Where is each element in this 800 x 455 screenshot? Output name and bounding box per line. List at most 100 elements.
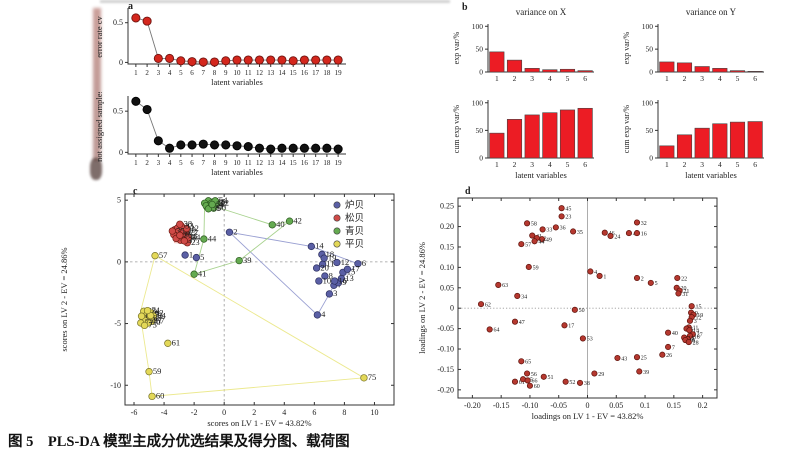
svg-text:-0.05: -0.05 xyxy=(437,324,454,333)
svg-text:24: 24 xyxy=(614,234,620,240)
data-point xyxy=(675,290,682,297)
svg-text:-2: -2 xyxy=(191,408,198,417)
svg-text:0.05: 0.05 xyxy=(440,283,454,292)
svg-text:66: 66 xyxy=(531,379,537,385)
svg-text:0.10: 0.10 xyxy=(440,263,454,272)
d-loadings-plot-svg: 4523583633354142494457596334624764501753… xyxy=(417,197,718,421)
svg-text:12: 12 xyxy=(341,257,350,267)
data-point xyxy=(198,57,208,67)
data-point xyxy=(209,140,220,150)
data-point xyxy=(243,142,253,152)
svg-text:2: 2 xyxy=(145,159,149,167)
data-point xyxy=(360,374,368,382)
data-point xyxy=(221,140,231,150)
svg-text:15: 15 xyxy=(347,267,356,277)
variance-x-exp-chart: 0 50 100 1 2 3 4 5 6 variance on X exp var/% xyxy=(448,2,600,95)
svg-text:52: 52 xyxy=(569,380,575,386)
data-point xyxy=(299,143,309,153)
svg-text:50: 50 xyxy=(476,45,484,54)
svg-text:4: 4 xyxy=(168,159,172,167)
svg-text:3: 3 xyxy=(333,288,337,298)
data-point xyxy=(320,254,328,262)
bar xyxy=(524,68,540,73)
svg-text:4: 4 xyxy=(548,160,552,169)
svg-text:0: 0 xyxy=(119,58,123,67)
svg-text:10: 10 xyxy=(234,159,242,167)
data-point xyxy=(148,392,156,401)
svg-text:15: 15 xyxy=(695,304,701,310)
svg-text:17: 17 xyxy=(568,324,574,330)
svg-text:73: 73 xyxy=(148,320,157,330)
svg-text:10: 10 xyxy=(370,408,378,417)
bar xyxy=(542,112,558,159)
data-point xyxy=(333,258,341,267)
svg-text:10: 10 xyxy=(323,275,332,285)
data-point xyxy=(647,279,654,286)
svg-text:13: 13 xyxy=(267,69,275,77)
svg-text:40: 40 xyxy=(276,219,285,229)
variance-y-cum-chart: 0 50 100 1 2 3 4 5 6 cum exp var/% latent variable… xyxy=(618,92,770,189)
svg-text:0: 0 xyxy=(649,68,653,77)
data-point xyxy=(312,264,321,272)
bar xyxy=(694,127,710,159)
svg-text:60: 60 xyxy=(534,384,540,390)
axes xyxy=(127,96,346,155)
svg-text:3: 3 xyxy=(694,319,697,325)
data-point xyxy=(315,277,323,285)
svg-text:34: 34 xyxy=(521,294,527,300)
plot-box xyxy=(124,193,395,406)
data-point xyxy=(511,378,519,385)
svg-text:58: 58 xyxy=(531,222,537,228)
svg-text:2: 2 xyxy=(252,408,256,417)
loadings-scatter-chart: 4523583633354142494457596334624764501753… xyxy=(415,185,745,440)
data-point xyxy=(524,377,531,384)
bar xyxy=(729,121,746,159)
data-point xyxy=(633,219,641,226)
data-point xyxy=(192,253,201,262)
svg-text:1: 1 xyxy=(603,274,606,280)
data-point xyxy=(322,143,332,153)
svg-text:6: 6 xyxy=(362,258,366,268)
svg-text:41: 41 xyxy=(198,269,207,279)
svg-text:4: 4 xyxy=(594,270,597,276)
data-point xyxy=(526,382,533,389)
svg-text:70: 70 xyxy=(152,317,161,327)
svg-text:scores on LV 2 - EV = 24.86%: scores on LV 2 - EV = 24.86% xyxy=(59,247,69,351)
svg-text:15: 15 xyxy=(290,159,298,167)
svg-text:12: 12 xyxy=(256,159,264,167)
svg-text:5: 5 xyxy=(200,252,204,262)
svg-text:2: 2 xyxy=(641,276,644,282)
svg-text:6: 6 xyxy=(190,69,194,77)
data-point xyxy=(525,263,532,271)
svg-text:-0.15: -0.15 xyxy=(493,401,510,410)
b-variance-y-cum-svg: 0 50 100 1 2 3 4 5 6 cum exp var/% latent variable… xyxy=(622,98,764,180)
svg-text:53: 53 xyxy=(587,337,593,343)
data-point xyxy=(180,237,189,245)
svg-text:21: 21 xyxy=(683,289,689,295)
svg-text:8: 8 xyxy=(329,270,333,280)
data-point xyxy=(686,317,693,324)
svg-text:37: 37 xyxy=(188,235,197,245)
svg-text:cum exp var/%: cum exp var/% xyxy=(452,104,461,153)
svg-text:-0.20: -0.20 xyxy=(464,401,481,410)
data-point xyxy=(225,228,234,236)
data-point xyxy=(674,274,681,282)
svg-text:18: 18 xyxy=(323,159,331,167)
svg-text:0.5: 0.5 xyxy=(113,107,123,116)
svg-text:13: 13 xyxy=(688,336,694,342)
variance-y-exp-chart: 0 50 100 1 2 3 4 5 6 variance on Y exp var/% xyxy=(618,2,770,95)
bar xyxy=(747,71,763,73)
data-point xyxy=(145,368,153,376)
svg-text:100: 100 xyxy=(472,98,484,107)
svg-text:5: 5 xyxy=(179,159,183,167)
svg-text:65: 65 xyxy=(525,360,531,366)
svg-text:0.05: 0.05 xyxy=(609,401,623,410)
svg-text:4: 4 xyxy=(321,309,326,319)
svg-text:-5: -5 xyxy=(114,319,121,328)
svg-text:17: 17 xyxy=(312,159,320,167)
svg-text:28: 28 xyxy=(693,340,699,346)
b-variance-x-cum-svg: 0 50 100 1 2 3 4 5 6 cum exp var/% latent variable… xyxy=(452,98,594,180)
svg-text:57: 57 xyxy=(159,250,168,260)
b-variance-y-exp-svg: 0 50 100 1 2 3 4 5 6 variance on Y exp var/% xyxy=(622,7,764,83)
